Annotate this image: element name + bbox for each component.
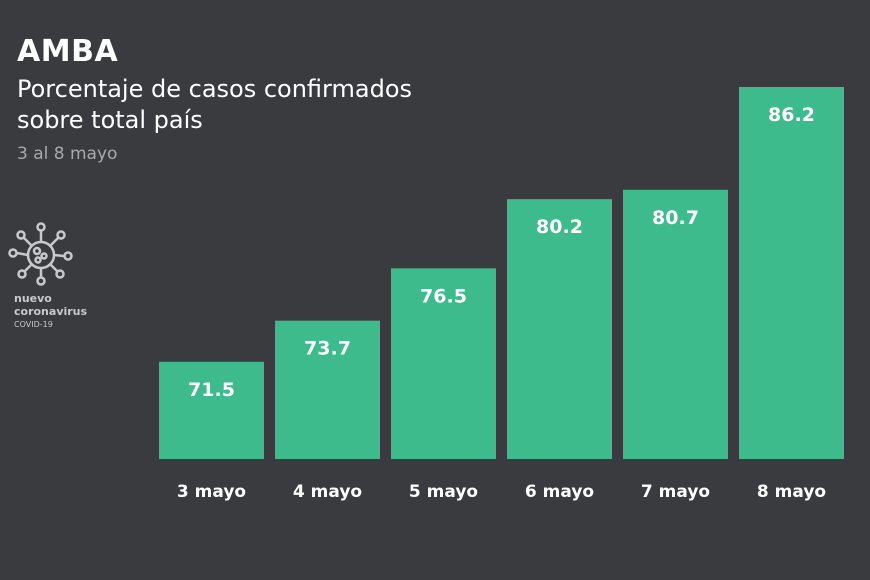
virus-icon [8,222,73,286]
x-tick-label: 3 mayo [177,482,246,502]
logo-line-2: coronavirus [14,305,88,318]
data-label: 76.5 [420,285,467,307]
x-tick-label: 7 mayo [641,482,710,502]
x-tick-label: 4 mayo [293,482,362,502]
chart-subtitle: Porcentaje de casos confirmados sobre to… [17,75,413,134]
data-label: 86.2 [768,104,815,126]
data-label: 73.7 [304,338,351,360]
data-label: 80.7 [652,207,699,229]
x-tick-label: 8 mayo [757,482,826,502]
data-label: 80.2 [536,216,583,238]
data-label: 71.5 [188,379,235,401]
logo-line-1: nuevo [14,292,52,305]
x-tick-label: 6 mayo [525,482,594,502]
bar [391,268,496,459]
logo-text: nuevo coronavirus COVID-19 [14,292,87,331]
logo-line-3: COVID-19 [14,320,53,329]
bar [623,189,728,459]
chart-title: AMBA [17,34,119,69]
bar [159,361,264,459]
x-tick-label: 5 mayo [409,482,478,502]
bar [739,87,844,459]
bar [275,320,380,459]
bar [507,199,612,459]
date-range: 3 al 8 mayo [17,144,118,164]
